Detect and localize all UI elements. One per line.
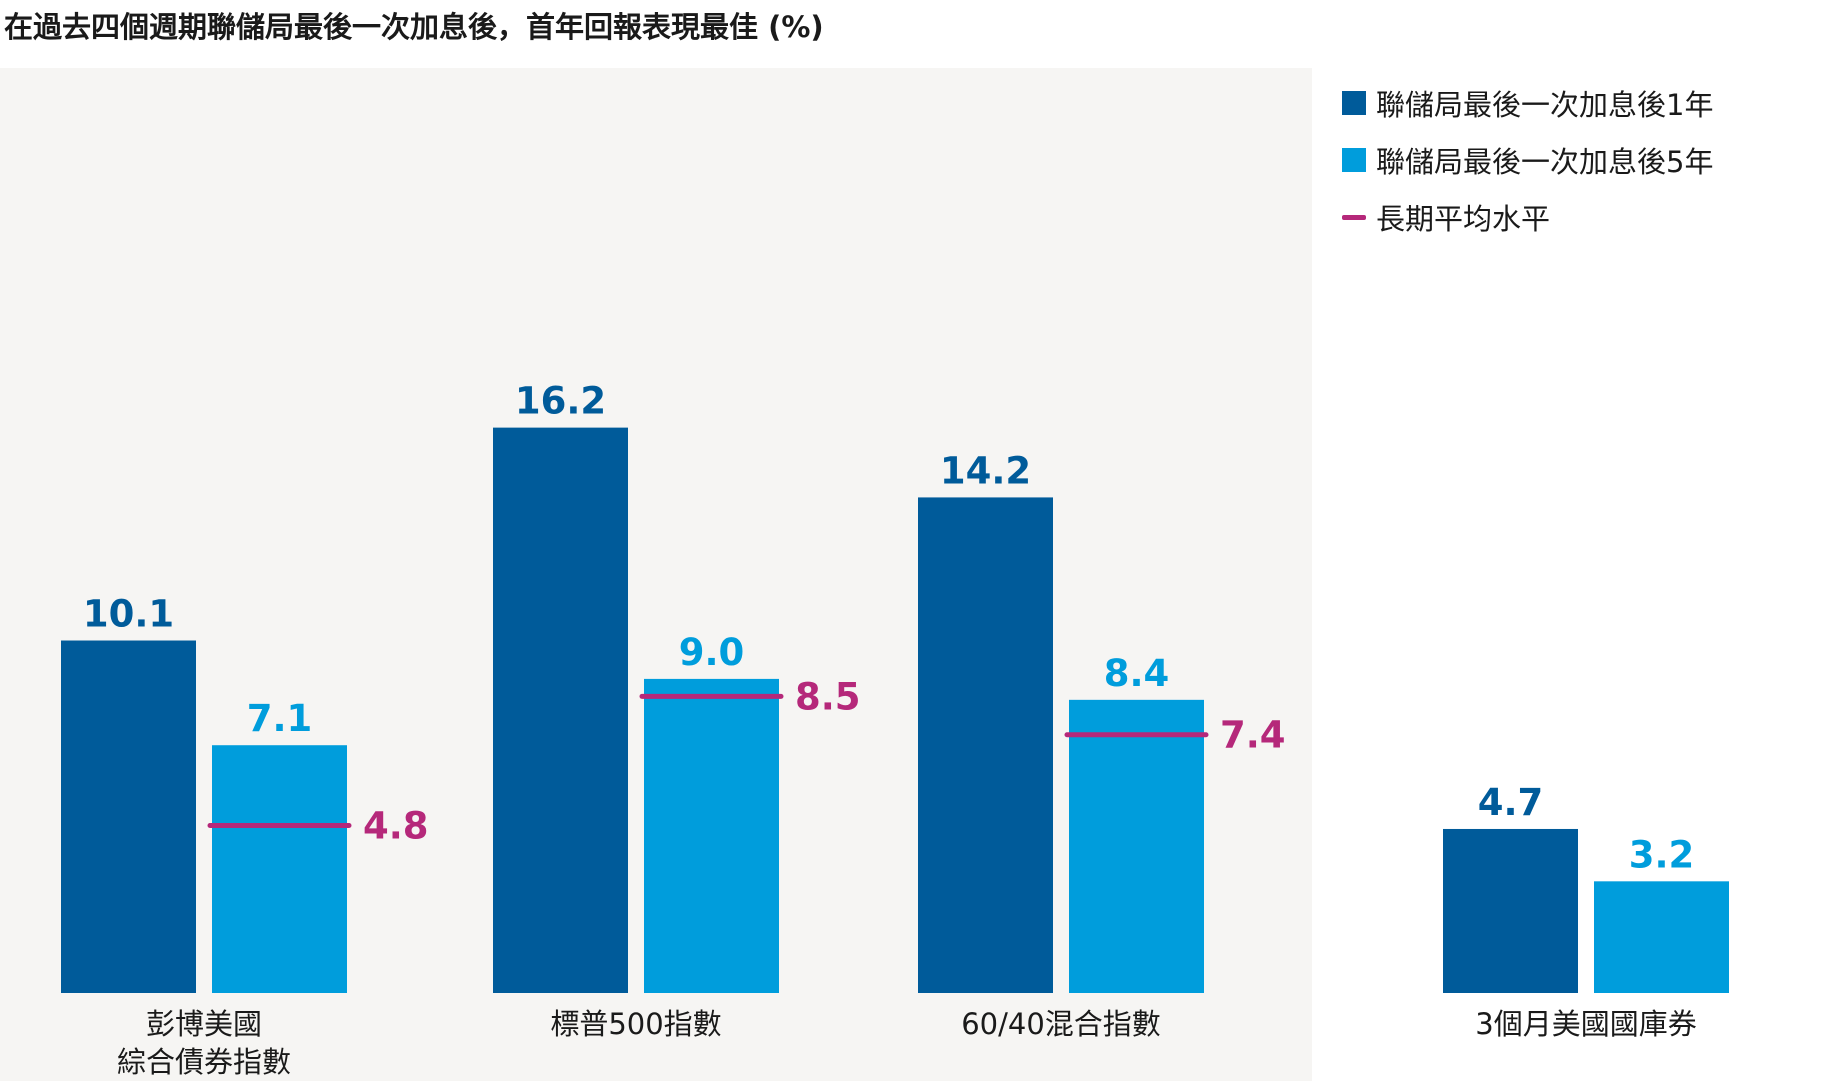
bar-series1-2 [918,497,1053,993]
bar-series1-0 [61,640,196,993]
legend-swatch-series1 [1342,91,1366,115]
bar-series2-3 [1594,881,1729,993]
data-label-series2-1: 9.0 [679,631,745,674]
chart-title: 在過去四個週期聯儲局最後一次加息後，首年回報表現最佳 (%) [4,10,824,44]
legend-swatch-series2 [1342,148,1366,172]
data-label-series1-2: 14.2 [940,449,1031,492]
x-tick-label-1: 標普500指數 [550,1007,722,1041]
x-tick-label-0: 彭博美國 綜合債券指數 [116,1007,292,1079]
bar-series1-3 [1443,828,1578,993]
data-label-series1-3: 4.7 [1478,781,1544,824]
bar-series1-1 [493,427,628,993]
avg-label-1: 8.5 [795,675,861,718]
legend-label-avg: 長期平均水平 [1376,202,1551,236]
data-label-series1-1: 16.2 [515,380,606,423]
bar-series2-2 [1069,699,1204,993]
x-tick-label-2: 60/40混合指數 [961,1007,1161,1041]
bar-series2-0 [212,745,347,993]
x-tick-label-3: 3個月美國國庫券 [1475,1007,1697,1041]
data-label-series2-0: 7.1 [247,697,313,740]
bar-series2-1 [644,678,779,993]
legend-label-series2: 聯儲局最後一次加息後5年 [1376,145,1714,179]
legend-swatch-avg [1342,214,1366,220]
avg-label-0: 4.8 [363,804,429,847]
legend-label-series1: 聯儲局最後一次加息後1年 [1376,88,1714,122]
legend-item-series1: 聯儲局最後一次加息後1年 [1342,84,1713,122]
legend-item-series2: 聯儲局最後一次加息後5年 [1342,141,1713,179]
legend-item-avg: 長期平均水平 [1342,198,1713,236]
data-label-series2-2: 8.4 [1104,652,1170,695]
legend: 聯儲局最後一次加息後1年 聯儲局最後一次加息後5年 長期平均水平 [1342,84,1713,255]
avg-label-2: 7.4 [1220,714,1286,757]
data-label-series1-0: 10.1 [83,593,174,636]
data-label-series2-3: 3.2 [1629,833,1695,876]
